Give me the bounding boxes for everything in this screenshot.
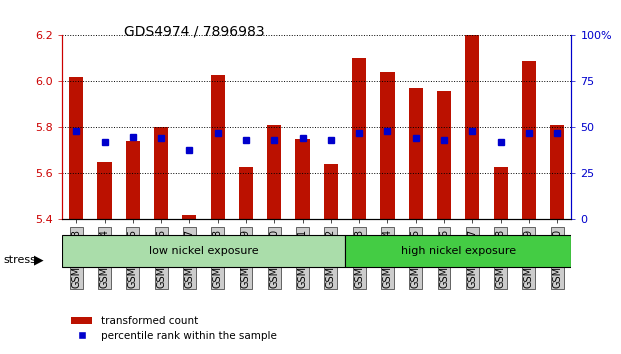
Bar — [550, 125, 564, 219]
Text: low nickel exposure: low nickel exposure — [149, 246, 258, 256]
Text: GDS4974 / 7896983: GDS4974 / 7896983 — [124, 25, 265, 39]
Text: high nickel exposure: high nickel exposure — [401, 246, 515, 256]
Bar — [324, 164, 338, 219]
Bar — [125, 141, 140, 219]
Text: stress: stress — [3, 255, 36, 265]
Bar — [183, 215, 196, 219]
Bar — [296, 139, 310, 219]
Bar — [211, 75, 225, 219]
Bar — [239, 167, 253, 219]
FancyBboxPatch shape — [345, 235, 571, 267]
Bar — [97, 162, 112, 219]
Bar — [267, 125, 281, 219]
FancyBboxPatch shape — [62, 235, 345, 267]
Bar — [494, 167, 507, 219]
Bar — [154, 127, 168, 219]
Bar — [380, 72, 394, 219]
Bar — [352, 58, 366, 219]
Bar — [409, 88, 423, 219]
Bar — [465, 35, 479, 219]
Legend: transformed count, percentile rank within the sample: transformed count, percentile rank withi… — [67, 312, 281, 345]
Text: ▶: ▶ — [34, 254, 43, 267]
Bar — [69, 77, 83, 219]
Bar — [437, 91, 451, 219]
Bar — [522, 61, 536, 219]
